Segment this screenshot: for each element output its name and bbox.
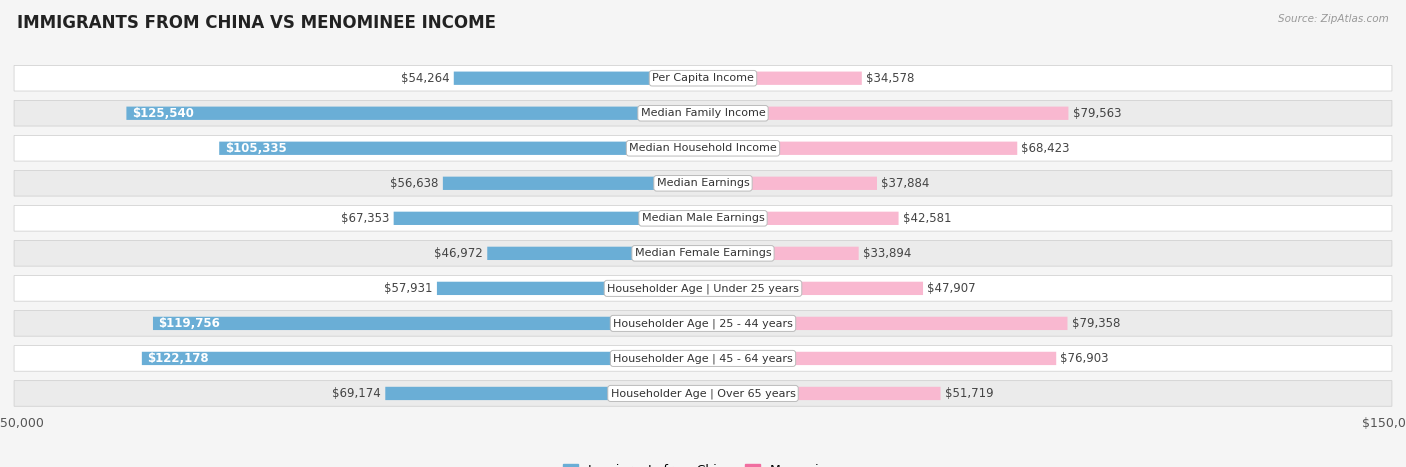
FancyBboxPatch shape — [14, 205, 1392, 231]
Text: $119,756: $119,756 — [159, 317, 221, 330]
Text: $51,719: $51,719 — [945, 387, 993, 400]
FancyBboxPatch shape — [703, 247, 859, 260]
Text: $34,578: $34,578 — [866, 72, 914, 85]
Text: $68,423: $68,423 — [1021, 142, 1070, 155]
FancyBboxPatch shape — [219, 142, 703, 155]
Text: $76,903: $76,903 — [1060, 352, 1109, 365]
Text: Householder Age | 45 - 64 years: Householder Age | 45 - 64 years — [613, 353, 793, 364]
FancyBboxPatch shape — [14, 241, 1392, 266]
Text: $46,972: $46,972 — [434, 247, 484, 260]
Text: Householder Age | 25 - 44 years: Householder Age | 25 - 44 years — [613, 318, 793, 329]
FancyBboxPatch shape — [14, 100, 1392, 126]
FancyBboxPatch shape — [703, 282, 922, 295]
FancyBboxPatch shape — [385, 387, 703, 400]
FancyBboxPatch shape — [454, 71, 703, 85]
FancyBboxPatch shape — [14, 276, 1392, 301]
FancyBboxPatch shape — [703, 106, 1069, 120]
Legend: Immigrants from China, Menominee: Immigrants from China, Menominee — [558, 459, 848, 467]
Text: Per Capita Income: Per Capita Income — [652, 73, 754, 83]
FancyBboxPatch shape — [14, 170, 1392, 196]
FancyBboxPatch shape — [703, 142, 1018, 155]
Text: Median Family Income: Median Family Income — [641, 108, 765, 118]
FancyBboxPatch shape — [703, 387, 941, 400]
Text: $42,581: $42,581 — [903, 212, 952, 225]
Text: $69,174: $69,174 — [332, 387, 381, 400]
Text: $67,353: $67,353 — [342, 212, 389, 225]
Text: $37,884: $37,884 — [882, 177, 929, 190]
Text: $54,264: $54,264 — [401, 72, 450, 85]
FancyBboxPatch shape — [14, 311, 1392, 336]
FancyBboxPatch shape — [153, 317, 703, 330]
FancyBboxPatch shape — [14, 135, 1392, 161]
Text: $57,931: $57,931 — [384, 282, 433, 295]
Text: $47,907: $47,907 — [927, 282, 976, 295]
FancyBboxPatch shape — [14, 346, 1392, 371]
Text: $105,335: $105,335 — [225, 142, 287, 155]
Text: $125,540: $125,540 — [132, 107, 194, 120]
FancyBboxPatch shape — [703, 71, 862, 85]
Text: $33,894: $33,894 — [863, 247, 911, 260]
Text: Median Female Earnings: Median Female Earnings — [634, 248, 772, 258]
Text: Source: ZipAtlas.com: Source: ZipAtlas.com — [1278, 14, 1389, 24]
Text: $79,563: $79,563 — [1073, 107, 1121, 120]
FancyBboxPatch shape — [14, 381, 1392, 406]
FancyBboxPatch shape — [437, 282, 703, 295]
FancyBboxPatch shape — [703, 177, 877, 190]
FancyBboxPatch shape — [703, 317, 1067, 330]
FancyBboxPatch shape — [14, 65, 1392, 91]
Text: $122,178: $122,178 — [148, 352, 209, 365]
Text: Householder Age | Under 25 years: Householder Age | Under 25 years — [607, 283, 799, 294]
FancyBboxPatch shape — [142, 352, 703, 365]
Text: Median Male Earnings: Median Male Earnings — [641, 213, 765, 223]
Text: Median Household Income: Median Household Income — [628, 143, 778, 153]
FancyBboxPatch shape — [703, 352, 1056, 365]
Text: $79,358: $79,358 — [1071, 317, 1121, 330]
FancyBboxPatch shape — [703, 212, 898, 225]
Text: Median Earnings: Median Earnings — [657, 178, 749, 188]
FancyBboxPatch shape — [394, 212, 703, 225]
Text: $56,638: $56,638 — [391, 177, 439, 190]
FancyBboxPatch shape — [488, 247, 703, 260]
FancyBboxPatch shape — [127, 106, 703, 120]
Text: IMMIGRANTS FROM CHINA VS MENOMINEE INCOME: IMMIGRANTS FROM CHINA VS MENOMINEE INCOM… — [17, 14, 496, 32]
FancyBboxPatch shape — [443, 177, 703, 190]
Text: Householder Age | Over 65 years: Householder Age | Over 65 years — [610, 388, 796, 399]
